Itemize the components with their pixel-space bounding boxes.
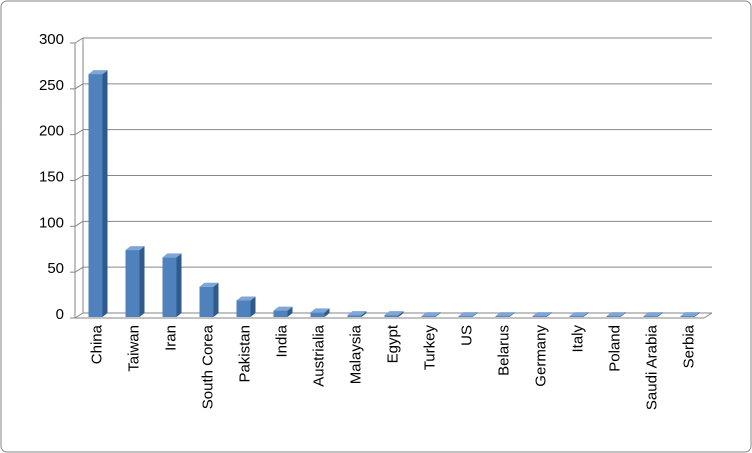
bar — [199, 286, 214, 317]
bar-top — [162, 253, 182, 258]
bar — [569, 316, 584, 317]
bar — [236, 300, 251, 317]
bar-side — [250, 296, 256, 317]
y-tick-label: 150 — [39, 168, 64, 185]
x-tick-label: Belarus — [495, 325, 512, 376]
grid-line-side — [74, 312, 84, 319]
bar — [347, 315, 362, 317]
grid-line-side — [74, 266, 84, 273]
bar-side — [139, 246, 145, 317]
x-axis-side — [703, 312, 713, 319]
bar — [273, 310, 288, 317]
bar-top — [532, 312, 552, 317]
x-tick-label: Iran — [162, 325, 179, 351]
bar-top — [199, 282, 219, 287]
y-tick-label: 250 — [39, 77, 64, 94]
x-tick-label: Egypt — [384, 324, 401, 363]
grid-line-side — [74, 83, 84, 90]
bar — [495, 316, 510, 317]
x-tick-label: China — [88, 324, 105, 364]
grid-line-side — [74, 129, 84, 136]
x-tick-label: Saudi Arabia — [643, 324, 660, 410]
bar-side — [694, 312, 700, 317]
bar — [643, 316, 658, 317]
bar-side — [102, 70, 108, 317]
bar — [88, 74, 103, 317]
x-tick-label: Poland — [606, 325, 623, 372]
bar-top — [458, 312, 478, 317]
bar — [458, 316, 473, 317]
bar — [606, 316, 621, 317]
bar-side — [324, 308, 330, 317]
bar — [384, 315, 399, 317]
bar-top — [421, 312, 441, 317]
bar-side — [657, 312, 663, 317]
x-tick-label: South Corea — [199, 324, 216, 409]
bar — [680, 316, 695, 317]
bar — [532, 316, 547, 317]
bar-top — [310, 308, 330, 313]
bar-side — [176, 253, 182, 317]
grid-line-side — [74, 37, 84, 44]
bar-top — [236, 296, 256, 301]
y-tick-label: 0 — [56, 306, 64, 323]
x-tick-label: Pakistan — [236, 325, 253, 383]
bar-top — [606, 312, 626, 317]
bar-side — [546, 312, 552, 317]
bar-side — [509, 312, 515, 317]
bar-side — [620, 312, 626, 317]
bar — [125, 250, 140, 317]
x-tick-label: Germany — [532, 325, 549, 387]
x-tick-label: Italy — [569, 325, 586, 353]
x-tick-label: Serbia — [680, 324, 697, 368]
bar-top — [680, 312, 700, 317]
bar-side — [435, 312, 441, 317]
bar-top — [88, 70, 108, 75]
bar — [310, 312, 325, 317]
bar-side — [472, 312, 478, 317]
bar — [162, 257, 177, 317]
x-tick-label: US — [458, 325, 475, 346]
x-tick-label: Malaysia — [347, 324, 364, 384]
bar-side — [361, 311, 367, 317]
bar-top — [569, 312, 589, 317]
bar — [421, 316, 436, 317]
bar-side — [213, 282, 219, 317]
x-tick-label: Turkey — [421, 325, 438, 371]
bar-top — [347, 311, 367, 316]
x-tick-label: Taiwan — [125, 325, 142, 372]
bar-side — [398, 311, 404, 317]
bar-top — [125, 246, 145, 251]
bar-top — [273, 306, 293, 311]
grid-line-side — [74, 175, 84, 181]
bar-top — [384, 311, 404, 316]
y-tick-label: 200 — [39, 123, 64, 140]
y-tick-label: 100 — [39, 214, 64, 231]
x-tick-label: India — [273, 324, 290, 357]
y-tick-label: 300 — [39, 31, 64, 48]
bar-side — [287, 306, 293, 317]
bar-top — [643, 312, 663, 317]
x-tick-label: Austrialia — [310, 324, 327, 386]
y-tick-label: 50 — [47, 260, 64, 277]
grid-line-side — [74, 220, 84, 227]
bar-side — [583, 312, 589, 317]
bar-top — [495, 312, 515, 317]
